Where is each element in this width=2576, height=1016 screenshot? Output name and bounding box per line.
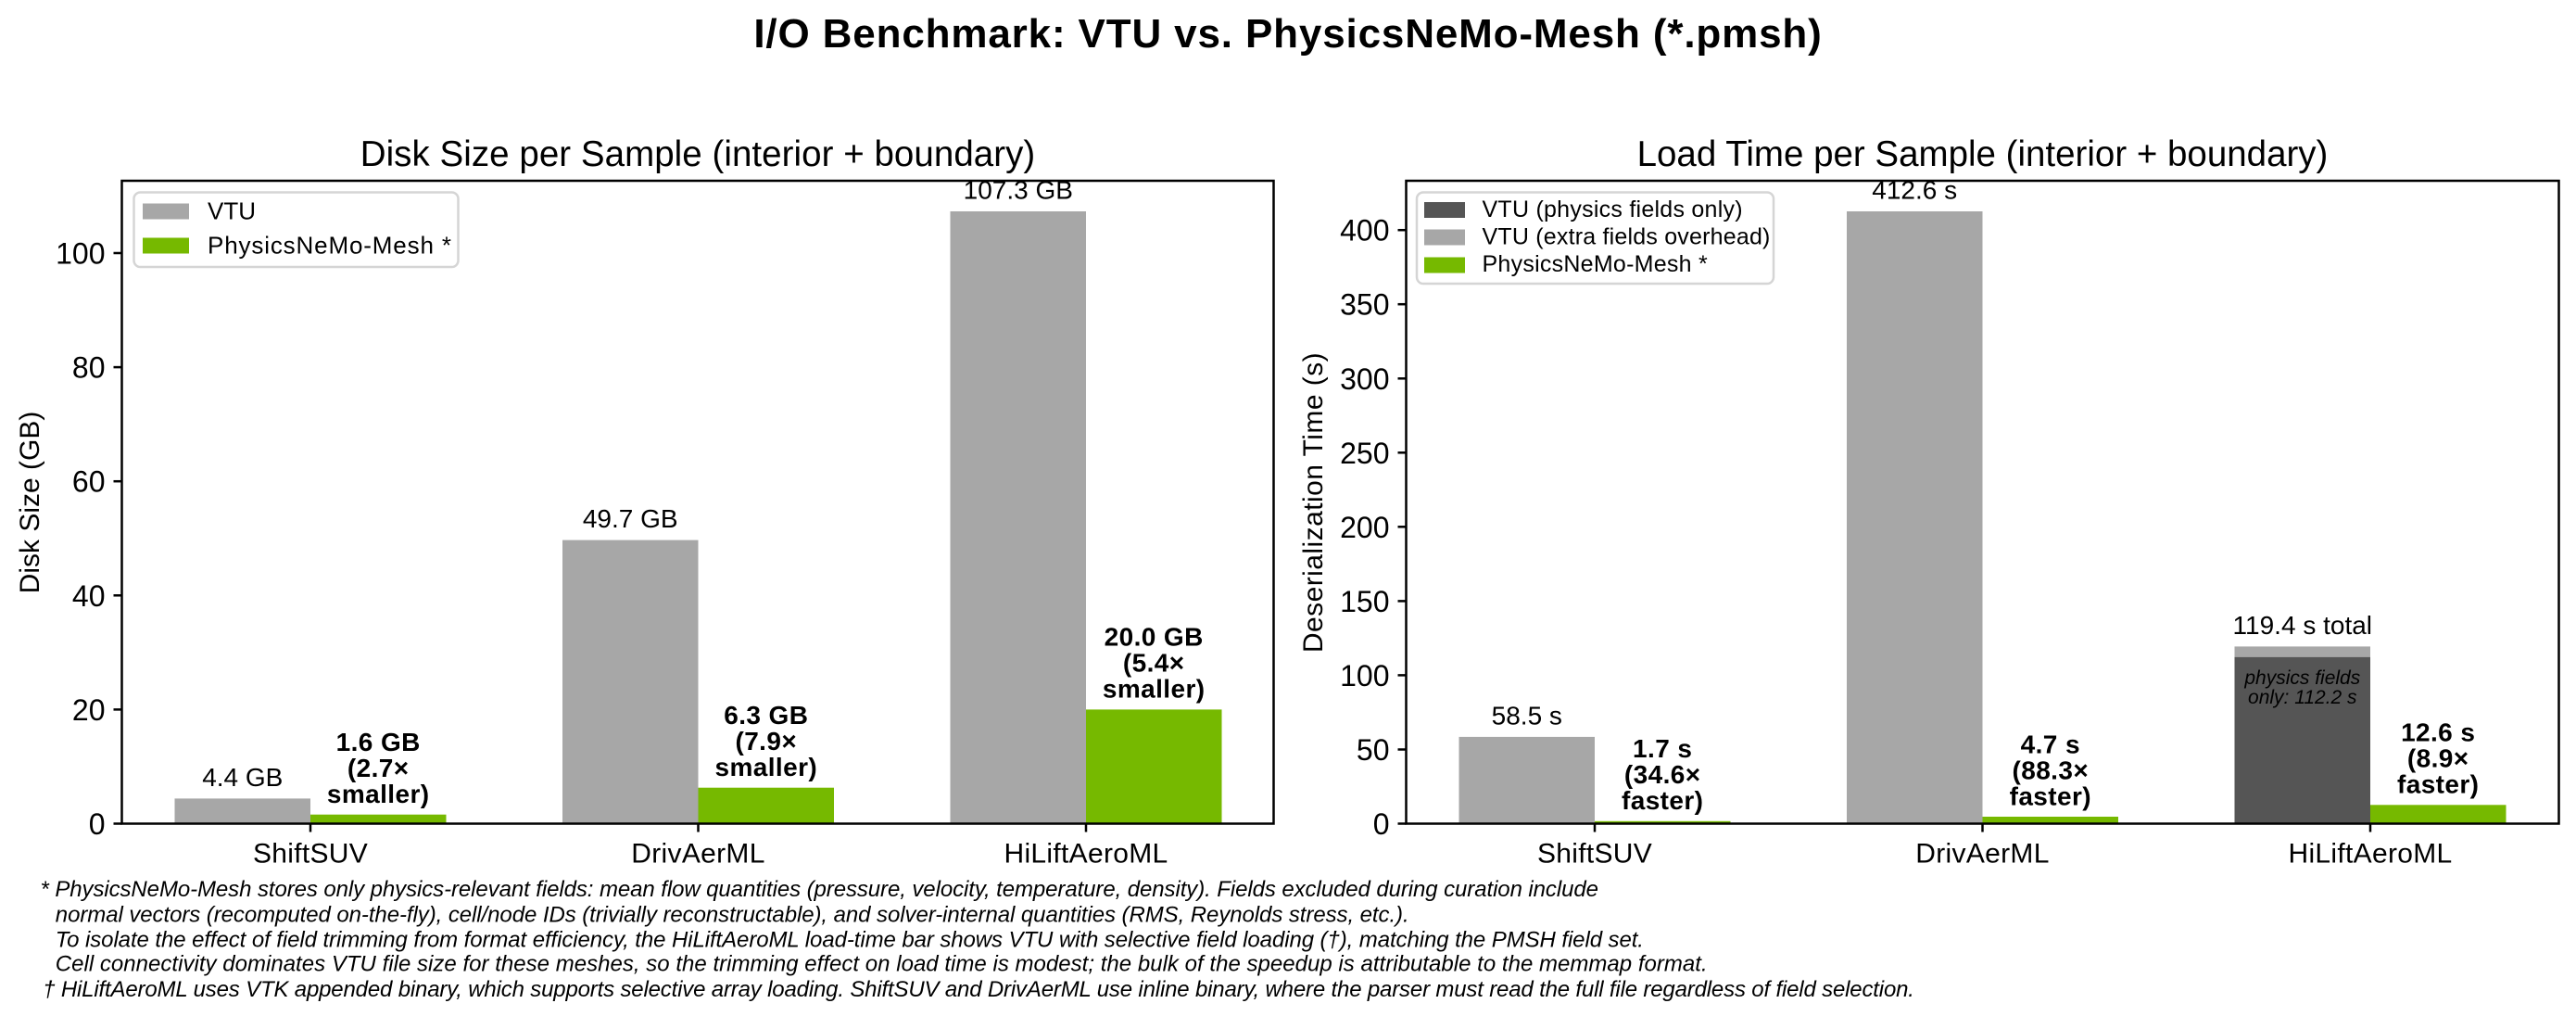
- svg-text:200: 200: [1340, 511, 1389, 544]
- svg-text:HiLiftAeroML: HiLiftAeroML: [1004, 839, 1168, 870]
- svg-text:faster): faster): [2397, 770, 2479, 799]
- svg-text:1.7 s: 1.7 s: [1633, 734, 1692, 763]
- svg-text:To isolate the effect of field: To isolate the effect of field trimming …: [56, 928, 1644, 953]
- svg-text:smaller): smaller): [715, 753, 818, 781]
- svg-text:0: 0: [89, 807, 106, 841]
- svg-text:20: 20: [72, 693, 106, 727]
- svg-text:20.0 GB: 20.0 GB: [1105, 623, 1204, 652]
- svg-text:(2.7×: (2.7×: [347, 754, 410, 782]
- svg-text:49.7 GB: 49.7 GB: [583, 504, 678, 533]
- svg-text:4.7 s: 4.7 s: [2021, 730, 2080, 758]
- svg-text:I/O Benchmark: VTU vs. Physics: I/O Benchmark: VTU vs. PhysicsNeMo-Mesh …: [753, 11, 1822, 57]
- svg-text:Disk Size per Sample (interior: Disk Size per Sample (interior + boundar…: [360, 134, 1036, 174]
- svg-text:4.4 GB: 4.4 GB: [202, 763, 283, 792]
- svg-text:VTU (physics fields only): VTU (physics fields only): [1483, 197, 1743, 222]
- svg-text:119.4 s total: 119.4 s total: [2233, 611, 2372, 640]
- svg-text:ShiftSUV: ShiftSUV: [1537, 839, 1652, 870]
- svg-text:ShiftSUV: ShiftSUV: [253, 839, 368, 870]
- svg-text:Disk Size (GB): Disk Size (GB): [15, 412, 45, 594]
- svg-text:DrivAerML: DrivAerML: [1915, 839, 2049, 870]
- svg-text:† HiLiftAeroML uses VTK append: † HiLiftAeroML uses VTK appended binary,…: [43, 977, 1914, 1002]
- svg-text:400: 400: [1340, 214, 1389, 248]
- svg-text:faster): faster): [2010, 781, 2091, 810]
- svg-text:107.3 GB: 107.3 GB: [964, 176, 1073, 205]
- svg-text:50: 50: [1357, 733, 1390, 767]
- svg-text:0: 0: [1373, 807, 1390, 841]
- svg-text:6.3 GB: 6.3 GB: [724, 701, 808, 730]
- svg-text:1.6 GB: 1.6 GB: [336, 728, 421, 756]
- svg-text:300: 300: [1340, 362, 1389, 396]
- svg-text:(5.4×: (5.4×: [1123, 649, 1185, 678]
- svg-text:smaller): smaller): [1103, 675, 1206, 704]
- svg-text:58.5 s: 58.5 s: [1492, 701, 1562, 730]
- svg-text:12.6 s: 12.6 s: [2401, 718, 2475, 747]
- svg-text:60: 60: [72, 465, 106, 499]
- svg-text:(7.9×: (7.9×: [735, 727, 797, 756]
- svg-text:PhysicsNeMo-Mesh *: PhysicsNeMo-Mesh *: [1483, 251, 1708, 277]
- svg-text:faster): faster): [1622, 786, 1703, 815]
- svg-text:40: 40: [72, 579, 106, 613]
- svg-text:350: 350: [1340, 288, 1389, 322]
- svg-text:80: 80: [72, 351, 106, 385]
- svg-text:100: 100: [1340, 659, 1389, 692]
- svg-text:100: 100: [56, 237, 105, 271]
- svg-text:normal vectors (recomputed on-: normal vectors (recomputed on-the-fly), …: [56, 902, 1409, 927]
- svg-text:Deserialization Time (s): Deserialization Time (s): [1298, 352, 1329, 653]
- svg-text:DrivAerML: DrivAerML: [631, 839, 764, 870]
- svg-text:250: 250: [1340, 437, 1389, 470]
- svg-text:PhysicsNeMo-Mesh *: PhysicsNeMo-Mesh *: [208, 232, 452, 260]
- svg-text:Cell connectivity dominates VT: Cell connectivity dominates VTU file siz…: [56, 952, 1708, 977]
- svg-text:Load Time per Sample (interior: Load Time per Sample (interior + boundar…: [1637, 134, 2329, 174]
- svg-text:(88.3×: (88.3×: [2013, 756, 2090, 784]
- svg-text:HiLiftAeroML: HiLiftAeroML: [2289, 839, 2453, 870]
- svg-text:VTU (extra fields overhead): VTU (extra fields overhead): [1483, 224, 1771, 250]
- svg-text:VTU: VTU: [208, 197, 256, 225]
- svg-text:(34.6×: (34.6×: [1624, 760, 1701, 789]
- svg-text:(8.9×: (8.9×: [2407, 744, 2469, 773]
- svg-text:physics fields: physics fields: [2243, 667, 2360, 689]
- svg-text:only: 112.2 s: only: 112.2 s: [2248, 687, 2357, 708]
- svg-text:* PhysicsNeMo-Mesh stores only: * PhysicsNeMo-Mesh stores only physics-r…: [41, 877, 1598, 902]
- svg-text:smaller): smaller): [327, 780, 430, 808]
- svg-text:150: 150: [1340, 585, 1389, 618]
- svg-text:412.6 s: 412.6 s: [1872, 176, 1957, 205]
